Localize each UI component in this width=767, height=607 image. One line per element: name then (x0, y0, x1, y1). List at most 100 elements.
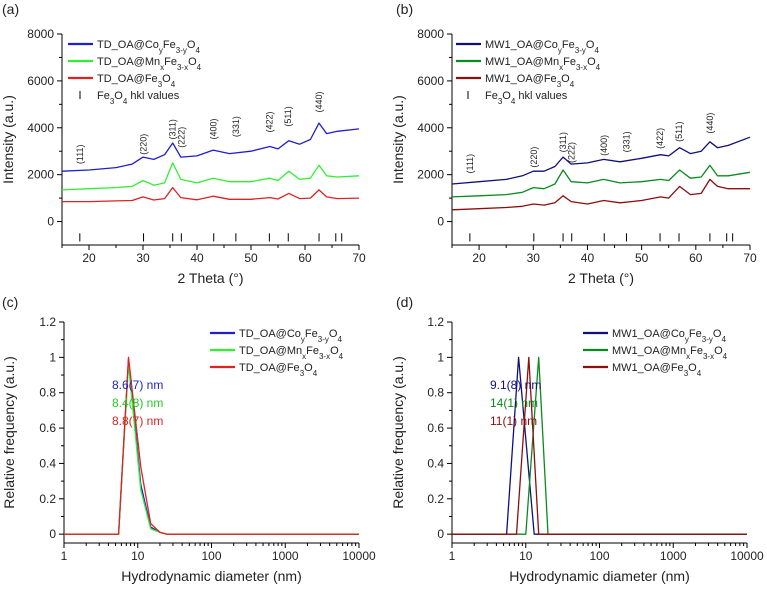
chart-panel-a: (a) 20 30 40 50 60 70 0 2000 4000 6000 8000 2 Theta … (0, 1, 366, 286)
legend-label-part: O (713, 328, 722, 340)
y-tick-label: 0.2 (427, 492, 444, 506)
legend-label-part: O (187, 39, 196, 51)
legend-label-part: O (114, 90, 123, 102)
hkl-label: (440) (314, 92, 324, 113)
legend-label-sub: 4 (721, 335, 726, 344)
series-line (64, 358, 359, 535)
legend-label-part: MW1_OA@Co (485, 39, 558, 51)
legend-label-part: MW1_OA@Fe (612, 362, 684, 374)
hkl-label: (422) (655, 128, 665, 149)
legend-label-part: TD_OA@Fe (239, 362, 300, 374)
hkl-label: (511) (283, 106, 293, 126)
y-tick-label: 0 (49, 527, 56, 541)
legend-label-part: O (329, 328, 338, 340)
hkl-label: (511) (674, 121, 684, 141)
legend-label-sub: 3 (684, 369, 689, 378)
hkl-label: (440) (705, 113, 715, 134)
y-axis-title: Intensity (a.u.) (0, 95, 16, 184)
legend-label-sub: 4 (511, 97, 516, 106)
legend-label-part: O (714, 345, 723, 357)
legend-label: TD_OA@Fe3O4 (239, 362, 318, 378)
legend-label-part: Fe (485, 90, 498, 102)
x-tick-label: 20 (472, 251, 486, 265)
legend-label-sub: y (301, 335, 305, 344)
y-tick-label: 1 (437, 350, 444, 364)
x-tick-label: 60 (689, 251, 703, 265)
size-annotation: 11(1) nm (490, 414, 537, 428)
legend-label-sub: 4 (697, 369, 702, 378)
legend-label: MW1_OA@MnxFe3-xO4 (485, 56, 601, 72)
x-tick-label: 10000 (342, 549, 376, 563)
panel-label: (b) (396, 1, 413, 17)
y-tick-label: 1.2 (39, 315, 56, 329)
legend-label-sub: 4 (171, 80, 176, 89)
legend-label-part: O (561, 73, 570, 85)
legend-label: Fe3O4 hkl values (97, 90, 180, 106)
hkl-label: (400) (209, 118, 219, 139)
legend-label-sub: y (159, 46, 163, 55)
legend-label-part: O (587, 56, 596, 68)
y-axis-title: Relative frequency (a.u.) (390, 356, 406, 509)
series-line (451, 178, 750, 211)
x-axis-title: 2 Theta (°) (568, 270, 634, 286)
y-tick-label: 0.6 (39, 421, 56, 435)
legend-label-sub: 4 (570, 80, 575, 89)
legend-label-sub: 3-y (318, 335, 329, 344)
legend-label-part: TD_OA@Mn (239, 345, 302, 357)
y-tick-label: 6000 (27, 74, 54, 88)
x-tick-label: 50 (244, 251, 258, 265)
legend-label-part: Fe (163, 39, 176, 51)
y-tick-label: 0.6 (427, 421, 444, 435)
legend-label-sub: 4 (195, 46, 200, 55)
size-annotation: 8.4(8) nm (112, 396, 163, 410)
series-line (61, 162, 360, 191)
hkl-label: (222) (567, 142, 577, 163)
panel-label: (d) (396, 294, 413, 310)
legend-label-part: MW1_OA@Mn (485, 56, 559, 68)
x-axis-title: Hydrodynamic diameter (nm) (509, 568, 690, 584)
y-tick-label: 0 (437, 527, 444, 541)
y-tick-label: 1.2 (427, 315, 444, 329)
legend-label-sub: x (559, 63, 563, 72)
hkl-label: (311) (168, 119, 178, 139)
legend-label-part: TD_OA@Co (97, 39, 159, 51)
hkl-label: (220) (529, 147, 539, 168)
legend-label-part: TD_OA@Fe (97, 73, 158, 85)
legend-label-sub: 4 (339, 352, 344, 361)
y-tick-label: 0.2 (39, 492, 56, 506)
legend-label-sub: x (686, 352, 690, 361)
x-tick-label: 10 (519, 549, 533, 563)
legend-label-sub: 4 (723, 352, 728, 361)
legend-label-sub: 4 (594, 46, 599, 55)
size-annotation: 8.6(7) nm (112, 378, 163, 392)
legend-label: MW1_OA@Fe3O4 (612, 362, 702, 378)
series-line (64, 356, 359, 535)
legend-label-part: Fe (562, 39, 575, 51)
legend-label-part: Fe (97, 90, 110, 102)
size-annotation: 9.1(8) nm (490, 378, 541, 392)
x-tick-label: 70 (743, 251, 757, 265)
legend-label-sub: 3-x (177, 63, 188, 72)
legend-label-sub: 3 (110, 97, 115, 106)
legend-label-part: O (502, 90, 511, 102)
y-axis-title: Intensity (a.u.) (390, 95, 406, 184)
x-tick-label: 70 (352, 251, 366, 265)
legend-label-sub: 4 (123, 97, 128, 106)
legend-label-part: TD_OA@Mn (97, 56, 160, 68)
legend-label-part: MW1_OA@Mn (612, 345, 686, 357)
x-axis-title: Hydrodynamic diameter (nm) (121, 568, 302, 584)
legend-label-sub: 4 (596, 63, 601, 72)
hkl-label: (400) (599, 135, 609, 156)
legend-label-sub: y (558, 46, 562, 55)
legend-label: TD_OA@MnxFe3-xO4 (239, 345, 344, 361)
legend-label: MW1_OA@CoyFe3-yO4 (485, 39, 599, 55)
legend-label-part: Fe (306, 345, 319, 357)
x-axis-title: 2 Theta (°) (177, 270, 243, 286)
legend-label-sub: 3-x (576, 63, 587, 72)
legend-label-sub: y (685, 335, 689, 344)
y-tick-label: 6000 (417, 74, 444, 88)
legend-label-part: Fe (690, 345, 703, 357)
legend-label-part: O (330, 345, 339, 357)
legend-label-part: hkl values (127, 90, 179, 102)
